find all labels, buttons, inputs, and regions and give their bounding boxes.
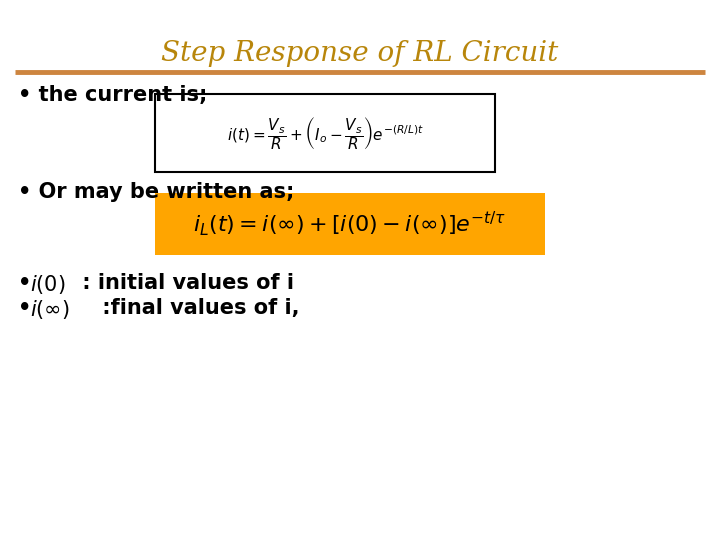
Text: : initial values of i: : initial values of i [75, 273, 294, 293]
Text: :final values of i,: :final values of i, [95, 298, 300, 318]
Text: $i_L(t) = i(\infty)+[i(0)-i(\infty)]e^{-t/\tau}$: $i_L(t) = i(\infty)+[i(0)-i(\infty)]e^{-… [194, 210, 507, 238]
Text: • Or may be written as;: • Or may be written as; [18, 182, 294, 202]
Text: • the current is;: • the current is; [18, 85, 207, 105]
Text: •: • [18, 298, 39, 318]
Text: Step Response of RL Circuit: Step Response of RL Circuit [161, 40, 559, 67]
Bar [155, 193, 545, 255]
Text: $\mathit{i(\infty)}$: $\mathit{i(\infty)}$ [30, 298, 70, 321]
Text: •: • [18, 273, 39, 293]
Text: $i(t) = \dfrac{V_s}{R} + \left(I_o - \dfrac{V_s}{R}\right)e^{-(R/L)t}$: $i(t) = \dfrac{V_s}{R} + \left(I_o - \df… [227, 114, 423, 152]
Text: $\mathit{i(0)}$: $\mathit{i(0)}$ [30, 273, 66, 296]
Bar [155, 94, 495, 172]
